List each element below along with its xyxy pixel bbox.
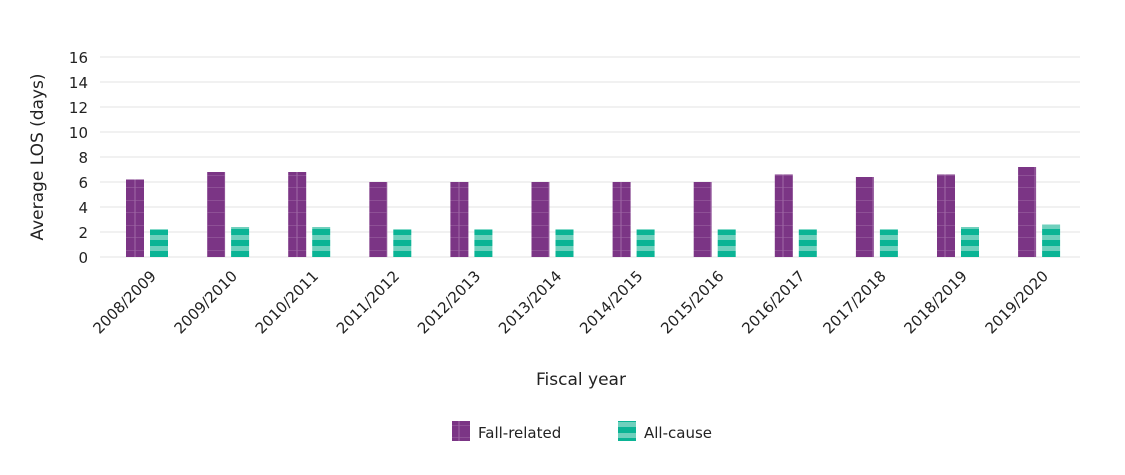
bar-all-cause (798, 229, 817, 257)
bar-fall-related (450, 182, 469, 257)
legend-swatch-all-cause (618, 421, 636, 441)
x-tick-label: 2008/2009 (90, 267, 160, 337)
bar-fall-related (855, 177, 874, 257)
bar-all-cause (231, 227, 250, 257)
y-tick-label: 10 (69, 124, 88, 142)
bar-fall-related (369, 182, 388, 257)
legend-swatch-fall-related (452, 421, 470, 441)
bar-all-cause (879, 229, 898, 257)
x-tick-label: 2016/2017 (738, 267, 808, 337)
bar-fall-related (774, 174, 793, 257)
y-tick-label: 6 (78, 174, 88, 192)
bar-fall-related (531, 182, 550, 257)
x-tick-label: 2017/2018 (819, 267, 889, 337)
bar-fall-related (126, 179, 144, 257)
y-tick-label: 0 (78, 249, 88, 267)
y-tick-label: 14 (69, 74, 88, 92)
y-tick-label: 16 (69, 49, 88, 67)
y-tick-label: 8 (78, 149, 88, 167)
legend: Fall-related All-cause (452, 421, 712, 442)
bar-all-cause (312, 227, 331, 257)
y-tick-label: 12 (69, 99, 88, 117)
bar-fall-related (1018, 167, 1037, 257)
y-axis-label: Average LOS (days) (28, 73, 48, 240)
x-axis-label: Fiscal year (536, 370, 626, 390)
x-tick-label: 2014/2015 (576, 267, 646, 337)
bar-fall-related (612, 182, 631, 257)
bar-all-cause (717, 229, 736, 257)
bar-all-cause (555, 229, 574, 257)
y-tick-label: 4 (78, 199, 88, 217)
bar-all-cause (393, 229, 412, 257)
bar-all-cause (474, 229, 493, 257)
x-tick-label: 2009/2010 (171, 267, 241, 337)
legend-label-all-cause: All-cause (644, 424, 712, 442)
bar-fall-related (207, 172, 226, 257)
x-tick-label: 2019/2020 (982, 267, 1052, 337)
x-tick-label: 2011/2012 (333, 267, 403, 337)
x-tick-label: 2018/2019 (901, 267, 971, 337)
bar-all-cause (150, 229, 168, 257)
x-tick-label: 2010/2011 (252, 267, 322, 337)
bar-fall-related (693, 182, 712, 257)
x-tick-label: 2013/2014 (495, 267, 565, 337)
legend-label-fall-related: Fall-related (478, 424, 561, 442)
bar-all-cause (1042, 224, 1061, 257)
bar-all-cause (961, 227, 979, 257)
bar-fall-related (937, 174, 955, 257)
x-tick-label: 2012/2013 (414, 267, 484, 337)
x-tick-label: 2015/2016 (657, 267, 727, 337)
y-tick-label: 2 (78, 224, 88, 242)
bar-all-cause (636, 229, 655, 257)
bar-fall-related (288, 172, 307, 257)
